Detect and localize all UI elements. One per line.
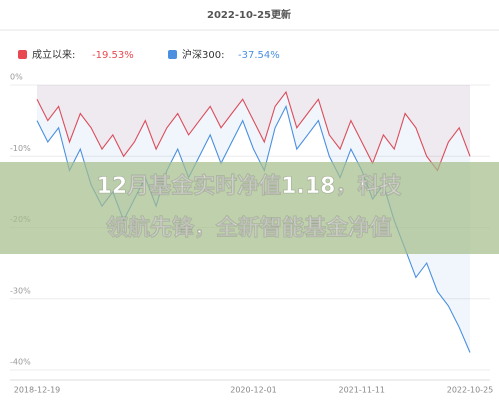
y-tick-label: -30% bbox=[10, 286, 31, 295]
y-tick-label: -40% bbox=[10, 358, 31, 367]
series-line bbox=[36, 90, 471, 172]
x-tick-label: 2018-12-19 bbox=[14, 386, 61, 395]
y-tick-label: 0% bbox=[10, 73, 23, 82]
overlay-band bbox=[0, 162, 499, 254]
legend-value: -37.54% bbox=[238, 50, 280, 61]
legend-label: 沪深300: bbox=[182, 48, 224, 61]
update-date: 2022-10-25更新 bbox=[207, 8, 291, 21]
y-tick-label: -10% bbox=[10, 144, 31, 153]
legend-value: -19.53% bbox=[92, 50, 134, 61]
x-tick-label: 2020-12-01 bbox=[230, 386, 277, 395]
series-area bbox=[37, 85, 470, 171]
series-area bbox=[37, 85, 470, 353]
headline: 12月基金实时净值1.18，科技 bbox=[97, 173, 403, 199]
legend-swatch bbox=[168, 50, 177, 59]
headline: 领航先锋，全新智能基金净值 bbox=[106, 215, 392, 241]
plot: 0%-10%-20%-30%-40%2018-12-192020-12-0120… bbox=[10, 48, 493, 395]
x-tick-label: 2021-11-11 bbox=[339, 386, 386, 395]
legend-swatch bbox=[18, 50, 27, 59]
x-tick-label: 2022-10-25 bbox=[447, 386, 494, 395]
legend-label: 成立以来: bbox=[32, 48, 75, 61]
